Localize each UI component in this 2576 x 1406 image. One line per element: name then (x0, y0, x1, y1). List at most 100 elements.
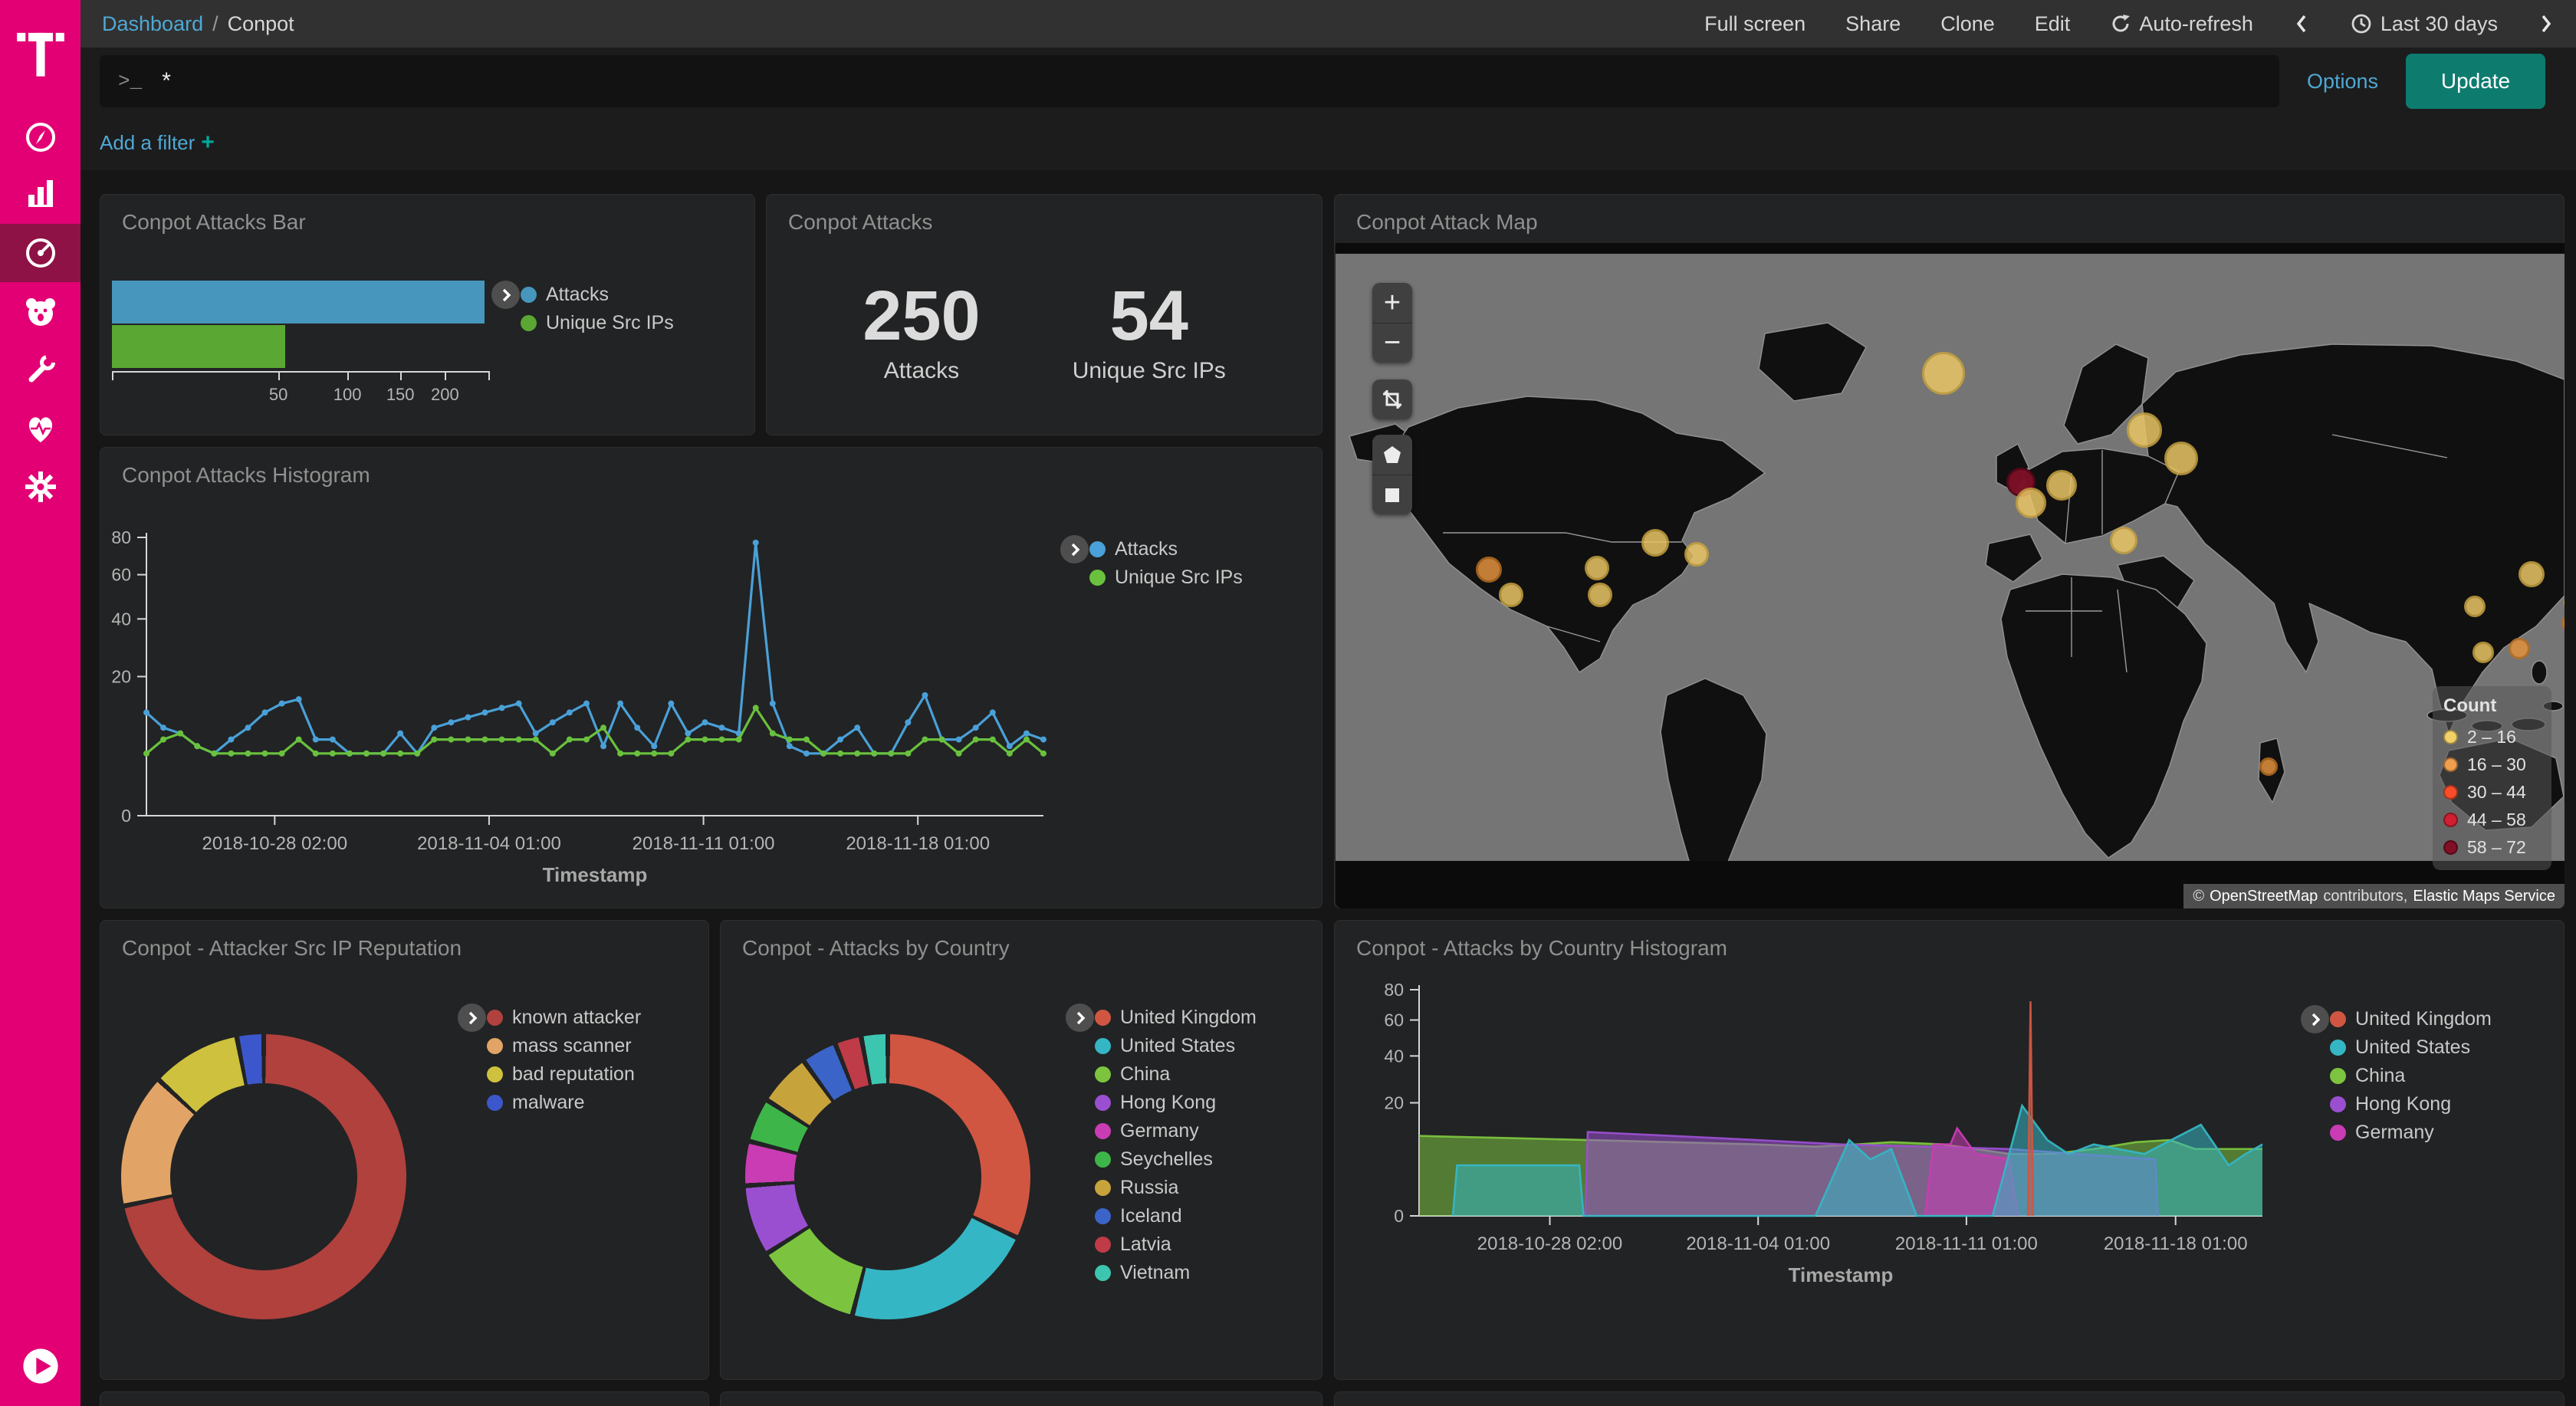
legend-item[interactable]: mass scanner (487, 1032, 641, 1060)
add-filter-button[interactable]: Add a filter + (100, 130, 215, 155)
attack-bubble[interactable] (1499, 583, 1524, 608)
map-legend-dot (2443, 812, 2458, 827)
legend-label: Seychelles (1120, 1148, 1213, 1170)
map-legend-dot (2443, 729, 2458, 744)
legend-item[interactable]: Hong Kong (2330, 1090, 2492, 1119)
attack-bubble[interactable] (1684, 542, 1710, 567)
update-button[interactable]: Update (2406, 54, 2545, 109)
legend-item[interactable]: Attacks (1089, 535, 1243, 563)
menu-item-clone[interactable]: Clone (1940, 11, 1995, 35)
attack-bubble[interactable] (1587, 583, 1612, 608)
menu-item-edit[interactable]: Edit (2034, 11, 2071, 35)
sidebar (0, 0, 80, 1406)
attack-bubble[interactable] (1922, 352, 1966, 396)
panel-attack-map: Conpot Attack Map (1334, 194, 2564, 908)
legend-item[interactable]: Germany (2330, 1119, 2492, 1147)
telekom-t-logo-icon[interactable] (0, 8, 80, 100)
map-zoom-in-button[interactable]: + (1372, 283, 1412, 323)
panel-partial (100, 1391, 709, 1406)
sidebar-item-tpot[interactable] (0, 284, 80, 340)
attack-bubble[interactable] (2109, 526, 2137, 554)
attack-bubble[interactable] (2016, 487, 2047, 518)
attacks-line-chart[interactable]: 0 20 40 60 80 2018-10-28 02:00 2018-11-04 01:0… (111, 527, 1046, 854)
axis-tick (400, 371, 402, 380)
x-axis-title: Timestamp (542, 863, 648, 886)
legend-item[interactable]: Seychelles (1095, 1145, 1257, 1174)
menu-item-full-screen[interactable]: Full screen (1704, 11, 1806, 35)
openstreetmap-link[interactable]: OpenStreetMap (2210, 887, 2318, 905)
legend-item[interactable]: bad reputation (487, 1060, 641, 1089)
sidebar-item-discover[interactable] (0, 109, 80, 166)
attack-bubble[interactable] (1641, 528, 1669, 557)
legend-item[interactable]: Unique Src IPs (521, 309, 674, 337)
legend-item[interactable]: United Kingdom (2330, 1005, 2492, 1033)
legend-item[interactable]: China (2330, 1062, 2492, 1090)
legend-item[interactable]: United Kingdom (1095, 1004, 1257, 1032)
world-attack-map[interactable]: + − (1336, 243, 2564, 908)
reputation-donut-chart[interactable] (121, 1034, 406, 1319)
attack-bubble[interactable] (2472, 641, 2495, 663)
legend-item[interactable]: China (1095, 1060, 1257, 1089)
search-query-input[interactable]: >_ * (100, 55, 2279, 107)
breadcrumb-separator: / (212, 11, 219, 35)
attack-bubble[interactable] (1476, 557, 1503, 583)
legend-item[interactable]: Latvia (1095, 1230, 1257, 1259)
legend-item[interactable]: Hong Kong (1095, 1089, 1257, 1117)
map-legend-items: 2 – 16 16 – 30 30 – 44 44 – 58 58 – 72 (2443, 723, 2541, 861)
sidebar-item-monitoring[interactable] (0, 400, 80, 457)
legend-item[interactable]: United States (1095, 1032, 1257, 1060)
legend-item[interactable]: known attacker (487, 1004, 641, 1032)
bar-attacks[interactable] (112, 281, 485, 324)
bar-unique-src-ips[interactable] (112, 325, 285, 368)
map-draw-rectangle-button[interactable] (1372, 475, 1412, 514)
legend-color-dot (1095, 1208, 1111, 1224)
auto-refresh-button[interactable]: Auto-refresh (2110, 12, 2253, 36)
sidebar-item-dashboard[interactable] (0, 224, 80, 282)
legend-item[interactable]: Vietnam (1095, 1259, 1257, 1287)
sidebar-collapse-play-button[interactable] (0, 1338, 80, 1395)
sidebar-item-visualize[interactable] (0, 164, 80, 221)
legend-item[interactable]: malware (487, 1089, 641, 1117)
time-forward-button[interactable] (2538, 12, 2555, 35)
plus-icon: + (201, 130, 215, 155)
attack-bubble[interactable] (2046, 469, 2078, 501)
attack-bubble[interactable] (2126, 412, 2162, 448)
legend-item[interactable]: Russia (1095, 1174, 1257, 1202)
menu-item-share[interactable]: Share (1845, 11, 1901, 35)
panel-attacks-histogram: Conpot Attacks Histogram 0 20 40 60 80 2018-1… (100, 447, 1322, 908)
elastic-maps-service-link[interactable]: Elastic Maps Service (2413, 887, 2555, 905)
time-back-button[interactable] (2293, 12, 2310, 35)
legend-item[interactable]: Unique Src IPs (1089, 563, 1243, 592)
country-donut-chart[interactable] (745, 1034, 1030, 1319)
attack-bubble[interactable] (2508, 637, 2530, 659)
attack-bubble[interactable] (2164, 442, 2198, 476)
legend-toggle-button[interactable] (458, 1004, 486, 1032)
map-legend-item: 16 – 30 (2443, 751, 2541, 778)
legend-item[interactable]: Attacks (521, 281, 674, 309)
legend-toggle-button[interactable] (1060, 535, 1089, 563)
breadcrumb-dashboard-link[interactable]: Dashboard (102, 11, 204, 35)
sidebar-item-management[interactable] (0, 458, 80, 515)
sidebar-item-devtools[interactable] (0, 342, 80, 399)
attack-bubble[interactable] (2259, 757, 2278, 777)
panel-partial (720, 1391, 1322, 1406)
legend-item[interactable]: Iceland (1095, 1202, 1257, 1230)
map-zoom-out-button[interactable]: − (1372, 323, 1412, 363)
options-link[interactable]: Options (2306, 69, 2378, 93)
attack-bubble[interactable] (2518, 561, 2545, 588)
attacks-bar-chart[interactable]: 50 100 150 200 (112, 281, 495, 404)
attack-bubble[interactable] (1585, 555, 1610, 580)
map-draw-polygon-button[interactable] (1372, 435, 1412, 475)
legend-toggle-button[interactable] (2301, 1005, 2329, 1033)
legend-label: United Kingdom (1120, 1007, 1257, 1028)
legend-toggle-button[interactable] (1066, 1004, 1094, 1032)
legend-item[interactable]: United States (2330, 1033, 2492, 1062)
legend-item[interactable]: Germany (1095, 1117, 1257, 1145)
attack-bubble[interactable] (2463, 595, 2486, 617)
time-range-button[interactable]: Last 30 days (2350, 12, 2498, 36)
svg-text:80: 80 (111, 527, 131, 547)
legend-label: China (2355, 1065, 2406, 1086)
country-area-chart[interactable]: 0 20 40 60 80 2018-10-28 02:00 2018-11-04 01:0… (1384, 980, 2263, 1254)
legend-toggle-button[interactable] (491, 281, 520, 309)
map-fit-data-button[interactable] (1372, 379, 1412, 419)
